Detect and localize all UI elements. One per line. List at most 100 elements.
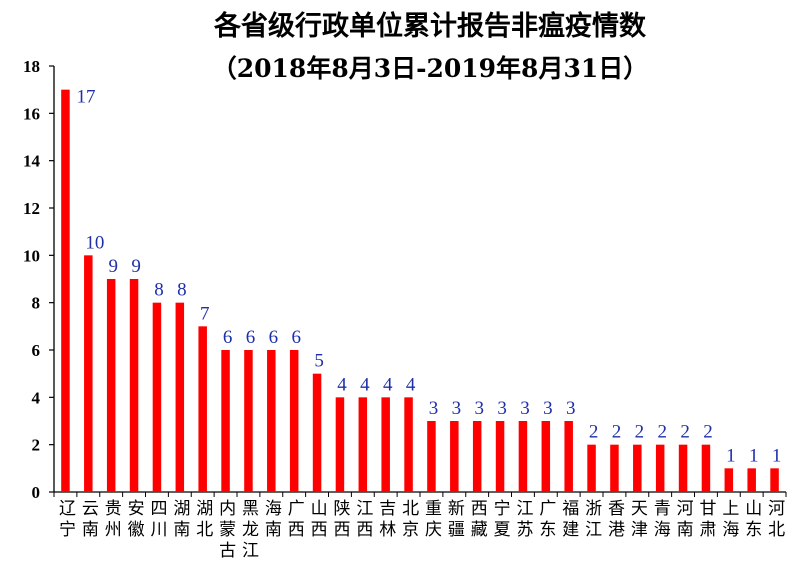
x-tick-label: 北京 [402,499,419,540]
data-label: 7 [200,303,210,324]
x-tick-label: 河南 [677,499,694,540]
data-label: 2 [680,422,690,443]
x-tick-label: 陕西 [333,499,350,540]
data-label: 2 [703,422,713,443]
y-tick-label: 18 [23,57,40,76]
x-tick-label: 甘肃 [699,499,716,540]
bar [358,397,368,492]
data-label: 3 [497,398,507,419]
x-tick-label: 吉林 [379,499,396,540]
bar [610,444,619,492]
bar [724,468,734,492]
data-label: 9 [131,256,141,277]
data-label: 9 [108,256,118,277]
bar [770,468,779,492]
x-tick-label: 山西 [311,499,328,540]
bar [541,421,551,492]
data-label: 2 [612,422,622,443]
chart-title: 各省级行政单位累计报告非瘟疫情数 [213,10,647,42]
data-label: 2 [657,422,667,443]
x-tick-label: 江西 [356,499,373,540]
x-tick-label: 香港 [608,499,625,540]
x-tick-label: 天津 [631,499,648,540]
bar [404,397,413,492]
bar [495,421,505,492]
x-tick-label: 山东 [745,499,762,540]
data-label: 3 [520,398,530,419]
bar [655,444,665,492]
data-label: 6 [223,327,233,348]
bar [129,279,139,492]
x-tick-label: 青海 [654,499,671,540]
bar [518,421,528,492]
x-tick-label: 宁夏 [494,499,511,540]
data-label: 4 [406,374,416,395]
plot-area: 02468101214161817辽宁10云南9贵州9安徽8四川8湖南7湖北6内… [23,57,787,561]
x-tick-label: 辽宁 [59,499,76,540]
x-tick-label: 四川 [150,499,167,540]
data-label: 6 [246,327,256,348]
y-tick-label: 10 [23,246,40,265]
x-tick-label: 浙江 [585,499,602,540]
x-tick-label: 广西 [288,499,305,540]
bar [678,444,688,492]
y-tick-label: 12 [23,199,40,218]
data-label: 1 [772,445,782,466]
bar [564,421,573,492]
data-label: 1 [749,445,759,466]
y-tick-label: 0 [32,483,41,502]
bar [312,373,322,492]
data-label: 1 [726,445,736,466]
bar [175,302,185,492]
x-tick-label: 江苏 [516,499,533,540]
x-tick-label: 内蒙古 [219,499,236,561]
bar [472,421,482,492]
bar [587,444,596,492]
x-tick-label: 西藏 [471,499,488,540]
x-tick-label: 海南 [265,499,282,540]
x-tick-label: 福建 [562,499,579,540]
bar [381,397,390,492]
bar [747,468,756,492]
data-label: 3 [452,398,462,419]
data-label: 2 [635,422,645,443]
data-label: 3 [429,398,439,419]
data-label: 17 [76,87,95,108]
y-tick-label: 2 [32,436,41,455]
bar [106,279,116,492]
bar [198,326,207,492]
data-label: 4 [337,374,347,395]
bar [244,350,253,492]
bar [450,421,459,492]
data-label: 3 [474,398,484,419]
data-label: 3 [543,398,553,419]
x-tick-label: 上海 [722,499,739,540]
bar [267,350,276,492]
bar [701,444,711,492]
y-tick-label: 4 [32,388,41,407]
data-label: 8 [154,280,164,301]
y-tick-label: 8 [32,294,41,313]
bar [633,444,642,492]
data-label: 4 [383,374,393,395]
x-tick-label: 贵州 [105,499,122,540]
y-tick-label: 14 [23,152,41,171]
bar [427,421,436,492]
data-label: 3 [566,398,576,419]
data-label: 4 [360,374,370,395]
data-label: 2 [589,422,599,443]
x-tick-label: 新疆 [448,499,465,540]
bar [152,302,162,492]
data-label: 8 [177,280,187,301]
x-tick-label: 安徽 [128,499,145,540]
bar [335,397,345,492]
bar [221,350,230,492]
y-tick-label: 16 [23,104,40,123]
data-label: 6 [291,327,301,348]
x-tick-label: 湖南 [173,499,190,540]
data-label: 5 [314,351,324,372]
chart-subtitle: （2018年8月3日-2019年8月31日） [212,54,649,83]
bar [289,350,299,492]
data-label: 6 [269,327,279,348]
